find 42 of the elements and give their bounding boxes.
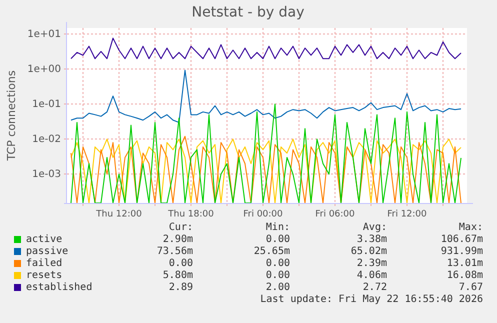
text: 16.08m <box>446 270 483 282</box>
text: 2.89 <box>168 282 193 294</box>
text: 2.72 <box>362 282 387 294</box>
text: Min: <box>266 222 290 234</box>
text: 7.67 <box>458 282 483 294</box>
text: 2.39m <box>356 258 387 270</box>
x-tick-label: Fri 12:00 <box>387 210 428 220</box>
text: 106.67m <box>440 234 483 246</box>
legend-label: established <box>26 282 92 294</box>
text: 0.00 <box>266 234 290 246</box>
text: 2.00 <box>266 282 290 294</box>
x-tick-label: Fri 00:00 <box>243 210 284 220</box>
text: Last update: Fri May 22 16:55:40 2026 <box>260 294 483 306</box>
legend-label: resets <box>26 270 62 282</box>
x-tick-label: Thu 18:00 <box>167 210 214 220</box>
text: 73.56m <box>156 246 193 258</box>
y-axis-title: TCP connections <box>4 70 18 162</box>
text: 3.38m <box>356 234 387 246</box>
text: 0.00 <box>266 258 290 270</box>
text: Avg: <box>362 222 387 234</box>
text: 13.01m <box>446 258 483 270</box>
text: 0.00 <box>266 270 290 282</box>
text: 2.90m <box>162 234 193 246</box>
chart-title: Netstat - by day <box>192 4 304 21</box>
y-tick-label: 1e+00 <box>27 64 61 75</box>
text: 5.80m <box>162 270 193 282</box>
text: 65.02m <box>350 246 387 258</box>
y-tick-label: 1e-03 <box>32 168 61 180</box>
text: 0.00 <box>168 258 193 270</box>
text: Max: <box>458 222 483 234</box>
legend-label: passive <box>26 246 68 258</box>
y-tick-label: 1e+01 <box>27 28 61 40</box>
text: 4.06m <box>356 270 387 282</box>
x-tick-label: Fri 06:00 <box>315 210 356 220</box>
text: Cur: <box>168 222 193 234</box>
text: 25.65m <box>254 246 290 258</box>
y-tick-label: 1e-01 <box>32 98 61 110</box>
y-tick-label: 1e-02 <box>32 134 61 145</box>
legend-label: failed <box>26 258 62 270</box>
x-tick-label: Thu 12:00 <box>95 210 142 220</box>
legend-label: active <box>26 234 62 246</box>
text: 931.99m <box>440 246 483 258</box>
